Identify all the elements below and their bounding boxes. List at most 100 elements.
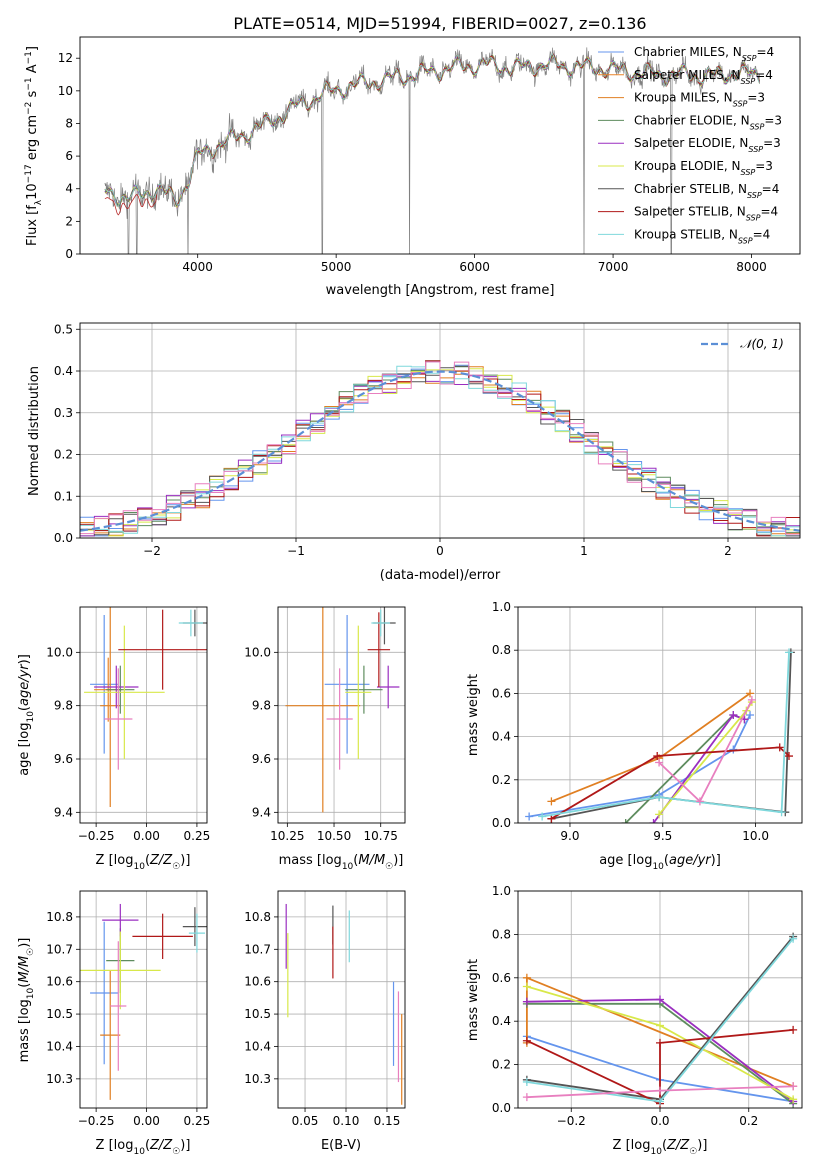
- y-tick-label: 9.6: [252, 752, 271, 766]
- spectrum-x-label: wavelength [Angstrom, rest frame]: [326, 283, 555, 298]
- x-tick-label: 0.0: [650, 1114, 669, 1128]
- weight-marker-kroupa_stelib: [655, 793, 664, 802]
- weight-line-chabrier_stelib: [551, 652, 792, 820]
- x-tick-label: 5000: [321, 260, 352, 274]
- mass-vs-ebv-panel: 0.05 0.10 0.15 10.3 10.4 10.5 10.6 10.7 10.8: [244, 890, 406, 1128]
- mass-vs-metallicity-panel: −0.25 0.00 0.25 10.3 10.4 10.5 10.6 10.7 10.8: [46, 890, 211, 1128]
- y-tick-label: 0.8: [492, 643, 511, 657]
- y-tick-label: 10.6: [46, 975, 73, 989]
- weight-line-kroupa_miles: [551, 692, 751, 803]
- normal-curve: [80, 370, 800, 532]
- axes-frame: [79, 36, 801, 255]
- weight-marker-pink: [655, 758, 664, 767]
- x-tick-label: 9.5: [653, 829, 672, 843]
- axes-frame: [79, 890, 208, 1109]
- weight-marker-salpeter_stelib: [547, 814, 556, 823]
- y-tick-label: 10.5: [244, 1007, 271, 1021]
- histogram-y-label: Normed distribution: [27, 366, 42, 496]
- weight-age-y-label: mass weight: [466, 674, 481, 756]
- y-tick-label: 1.0: [492, 600, 511, 614]
- y-tick-label: 10: [58, 84, 73, 98]
- weight-marker-kroupa_stelib: [789, 934, 798, 943]
- weight-marker-salpeter_stelib: [653, 752, 662, 761]
- mass-ebv-x-label: E(B-V): [321, 1138, 361, 1153]
- legend-label: Chabrier MILES, NSSP=4: [634, 45, 774, 63]
- legend-label: Kroupa ELODIE, NSSP=3: [634, 159, 773, 177]
- weight-marker-chabrier_miles: [525, 812, 534, 821]
- axes-frame: [517, 890, 803, 1109]
- x-tick-label: 1: [580, 544, 588, 558]
- y-tick-label: 0.4: [54, 364, 73, 378]
- weight-line-kroupa_elodie: [658, 701, 753, 815]
- y-tick-label: 0.3: [54, 406, 73, 420]
- y-tick-label: 0.6: [492, 686, 511, 700]
- weight-marker-kroupa_miles: [547, 797, 556, 806]
- y-tick-label: 0: [65, 247, 73, 261]
- weight-marker-chabrier_miles: [729, 745, 738, 754]
- y-tick-label: 0.4: [492, 1014, 511, 1028]
- y-tick-label: 0.2: [492, 1058, 511, 1072]
- y-tick-label: 0.1: [54, 489, 73, 503]
- weight-marker-salpeter_stelib: [785, 752, 794, 761]
- observed-spectrum: [104, 47, 760, 254]
- y-tick-label: 9.6: [54, 752, 73, 766]
- weight-line-chabrier_miles: [528, 714, 751, 818]
- x-tick-label: 0.00: [133, 829, 160, 843]
- mass-z-y-label: mass [log10(M/M☉)]: [17, 938, 36, 1063]
- errorbars: [80, 903, 207, 1100]
- weight-marker-salpeter_elodie: [656, 995, 664, 1004]
- weight-marker-salpeter_stelib: [522, 1036, 531, 1045]
- spectrum-y-label: Flux [fλ10−17 erg cm−2 s−1 A−1]: [24, 46, 44, 246]
- y-tick-label: 9.4: [252, 805, 271, 819]
- x-tick-label: 0.25: [184, 829, 211, 843]
- weight-marker-salpeter_elodie: [649, 819, 658, 823]
- y-tick-label: 10.4: [244, 1039, 271, 1053]
- x-tick-label: 10.75: [364, 829, 398, 843]
- y-tick-label: 10.5: [46, 1007, 73, 1021]
- x-tick-label: 10.25: [270, 829, 304, 843]
- y-tick-label: 10.3: [46, 1072, 73, 1086]
- weight-lines: [522, 932, 798, 1108]
- y-tick-label: 12: [58, 51, 73, 65]
- y-tick-label: 9.4: [54, 805, 73, 819]
- y-tick-label: 9.8: [54, 699, 73, 713]
- weight-marker-kroupa_stelib: [522, 1077, 531, 1086]
- x-tick-label: 9.0: [560, 829, 579, 843]
- x-tick-label: 0.2: [739, 1114, 758, 1128]
- x-tick-label: 2: [724, 544, 732, 558]
- errorbars: [84, 607, 207, 807]
- weight-marker-kroupa_miles: [522, 973, 531, 982]
- spectrum-panel: 4000 5000 6000 7000 8000 0 2 4 6 8 10 12 Chabrier MI…: [58, 36, 801, 274]
- weight-marker-chabrier_miles: [746, 711, 755, 719]
- y-tick-label: 0.4: [492, 730, 511, 744]
- weight-marker-kroupa_elodie: [522, 982, 531, 991]
- x-tick-label: 0.25: [184, 1114, 211, 1128]
- weight-marker-kroupa_stelib: [538, 812, 547, 821]
- weight-line-kroupa_stelib: [541, 652, 790, 818]
- weight-z-y-label: mass weight: [466, 959, 481, 1041]
- weight-marker-pink: [695, 797, 704, 806]
- axes-frame: [79, 322, 801, 539]
- weight-vs-age-panel: 9.0 9.5 10.0 0.0 0.2 0.4 0.6 0.8 1.0: [492, 600, 803, 843]
- weight-age-x-label: age [log10(age/yr)]: [599, 853, 721, 872]
- axes-frame: [277, 606, 406, 824]
- mass-z-x-label: Z [log10(Z/Z☉)]: [96, 1138, 191, 1157]
- age-vs-metallicity-panel: −0.25 0.00 0.25 9.4 9.6 9.8 10.0: [46, 606, 211, 843]
- weight-marker-salpeter_stelib: [775, 743, 784, 752]
- legend-label: Chabrier ELODIE, NSSP=3: [634, 113, 782, 130]
- y-tick-label: 10.6: [244, 975, 271, 989]
- errorbars: [285, 607, 400, 813]
- x-tick-label: 7000: [598, 260, 629, 274]
- axes-frame: [277, 890, 406, 1109]
- y-tick-label: 6: [65, 149, 73, 163]
- weight-marker-salpeter_stelib: [656, 1038, 664, 1047]
- weight-marker-kroupa_miles: [746, 689, 755, 698]
- legend-label: Salpeter MILES, NSSP=4: [634, 68, 773, 86]
- legend-label: Kroupa STELIB, NSSP=4: [634, 227, 770, 245]
- y-tick-label: 0.5: [54, 322, 73, 336]
- x-tick-label: 0.05: [292, 1114, 319, 1128]
- y-tick-label: 10.0: [244, 645, 271, 659]
- y-tick-label: 0.2: [492, 773, 511, 787]
- x-tick-label: 0.15: [374, 1114, 401, 1128]
